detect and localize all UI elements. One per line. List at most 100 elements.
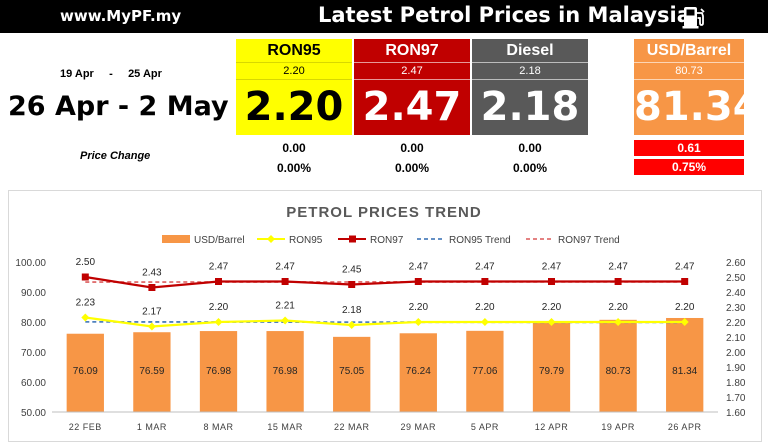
ron95-point-label: 2.20 <box>608 302 628 313</box>
usd-barrel-price-card: USD/Barrel 80.73 81.34 <box>634 39 761 135</box>
left-axis-tick-label: 90.00 <box>21 288 46 299</box>
usd-barrel-change-percent: 0.75% <box>634 159 744 175</box>
right-axis: 1.60 1.70 1.80 1.90 2.00 2.10 2.20 2.30 2.40 2.50… <box>726 258 746 419</box>
legend-item: RON97 <box>338 235 404 246</box>
usd-barrel-bar-label: 79.79 <box>539 366 564 377</box>
ron95-point-label: 2.20 <box>542 302 562 313</box>
usd-barrel-bar <box>66 333 104 412</box>
diesel-previous-price: 2.18 <box>472 62 588 80</box>
left-axis-tick-label: 80.00 <box>21 318 46 329</box>
right-axis-tick-label: 2.00 <box>726 348 746 359</box>
left-axis-tick-label: 70.00 <box>21 348 46 359</box>
diesel-current-price: 2.18 <box>480 84 580 130</box>
usd-barrel-bars: 76.09 76.59 76.98 76.98 75.05 76.24 77.06 79.79… <box>66 317 704 412</box>
diesel-price-card: Diesel 2.18 2.18 <box>472 39 588 135</box>
left-axis-tick-label: 60.00 <box>21 378 46 389</box>
ron95-point-label: 2.20 <box>209 302 229 313</box>
legend-swatch-marker <box>349 235 356 243</box>
diesel-change-percent: 0.00% <box>512 161 548 175</box>
right-axis-tick-label: 2.10 <box>726 333 746 344</box>
diesel-header: Diesel <box>506 42 554 59</box>
legend-label: USD/Barrel <box>194 235 245 246</box>
left-axis-tick-label: 50.00 <box>21 408 46 419</box>
ron95-point-label: 2.20 <box>409 302 429 313</box>
left-axis-tick-label: 100.00 <box>15 258 46 269</box>
usd-barrel-bar <box>133 332 171 412</box>
usd-barrel-bar-label: 76.24 <box>406 366 431 377</box>
previous-separator: - <box>109 68 113 80</box>
right-axis-tick-label: 2.30 <box>726 303 746 314</box>
ron97-point <box>81 273 89 281</box>
ron97-price-card: RON97 2.47 2.47 <box>354 39 470 135</box>
ron97-point-label: 2.43 <box>142 268 162 279</box>
x-axis: 22 FEB 1 MAR 8 MAR 15 MAR 22 MAR 29 MAR 5 APR 1… <box>52 411 718 432</box>
ron97-point-label: 2.45 <box>342 265 362 276</box>
current-period: 26 Apr - 2 May <box>8 91 229 122</box>
usd-barrel-bar <box>599 319 637 412</box>
x-axis-tick-label: 26 APR <box>668 422 702 432</box>
ron95-point <box>614 318 623 326</box>
right-axis-tick-label: 1.80 <box>726 378 746 389</box>
ron97-change: 0.00 <box>400 141 424 155</box>
usd-barrel-change: 0.61 <box>634 140 744 156</box>
legend-item: RON97 Trend <box>526 235 620 246</box>
ron95-point-label: 2.21 <box>275 301 295 312</box>
x-axis-tick-label: 5 APR <box>471 422 499 432</box>
price-lines: 2.23 2.17 2.20 2.21 2.18 2.20 2.20 2.20 2.20 2.20… <box>76 257 695 331</box>
legend-label: RON95 Trend <box>449 235 511 246</box>
ron95-point <box>214 318 223 326</box>
left-axis: 50.00 60.00 70.00 80.00 90.00 100.00 <box>15 258 46 419</box>
site-name: www.MyPF.my <box>60 7 182 25</box>
ron97-point-label: 2.47 <box>608 262 628 273</box>
x-axis-tick-label: 12 APR <box>535 422 569 432</box>
usd-barrel-bar <box>666 317 704 412</box>
price-change-label: Price Change <box>80 150 151 162</box>
usd-barrel-bar <box>466 330 504 412</box>
usd-barrel-bar-label: 80.73 <box>606 366 631 377</box>
right-axis-tick-label: 2.20 <box>726 318 746 329</box>
header-bar: www.MyPF.my Latest Petrol Prices in Mala… <box>0 0 768 33</box>
usd-barrel-header: USD/Barrel <box>646 42 732 59</box>
ron97-point <box>481 278 489 285</box>
page-title: Latest Petrol Prices in Malaysia <box>318 3 691 27</box>
ron97-point-label: 2.47 <box>409 262 429 273</box>
right-axis-tick-label: 1.90 <box>726 363 746 374</box>
ron95-line <box>85 316 685 328</box>
right-axis-tick-label: 2.50 <box>726 273 746 284</box>
usd-barrel-bar-label: 81.34 <box>672 366 697 377</box>
ron97-point <box>414 278 422 285</box>
x-axis-tick-label: 8 MAR <box>203 422 233 432</box>
ron95-price-card: RON95 2.20 2.20 <box>236 39 352 135</box>
legend-item: RON95 <box>257 235 323 246</box>
ron97-point-label: 2.47 <box>475 262 495 273</box>
ron95-point <box>414 318 423 326</box>
usd-barrel-bar <box>199 331 238 412</box>
chart-legend: USD/Barrel RON95 RON97 RON95 Trend RON97 Tre… <box>162 235 620 246</box>
x-axis-tick-label: 22 FEB <box>69 422 102 432</box>
ron95-previous-price: 2.20 <box>236 62 352 80</box>
usd-barrel-bar <box>532 322 571 412</box>
ron95-point <box>81 313 90 322</box>
ron97-point-label: 2.50 <box>76 257 96 268</box>
ron95-point <box>147 322 156 331</box>
right-axis-tick-label: 1.70 <box>726 393 746 404</box>
ron97-point <box>548 278 555 285</box>
usd-barrel-bar-label: 75.05 <box>339 366 364 377</box>
usd-barrel-bar-label: 76.98 <box>206 366 231 377</box>
ron95-header: RON95 <box>267 42 321 59</box>
ron97-point-label: 2.47 <box>209 262 229 273</box>
x-axis-tick-label: 15 MAR <box>267 422 303 432</box>
trend-lines <box>85 280 685 324</box>
usd-barrel-bar <box>399 333 437 412</box>
ron95-change: 0.00 <box>282 141 306 155</box>
ron97-point <box>215 278 222 285</box>
usd-barrel-bar-label: 76.09 <box>73 366 98 377</box>
legend-item: RON95 Trend <box>417 235 511 246</box>
ron95-current-price: 2.20 <box>244 84 344 130</box>
x-axis-tick-label: 29 MAR <box>401 422 437 432</box>
legend-label: RON97 Trend <box>558 235 620 246</box>
right-axis-tick-label: 1.60 <box>726 408 746 419</box>
usd-barrel-bar-label: 76.59 <box>139 366 164 377</box>
ron97-line <box>85 275 685 289</box>
usd-barrel-bar <box>266 331 304 412</box>
